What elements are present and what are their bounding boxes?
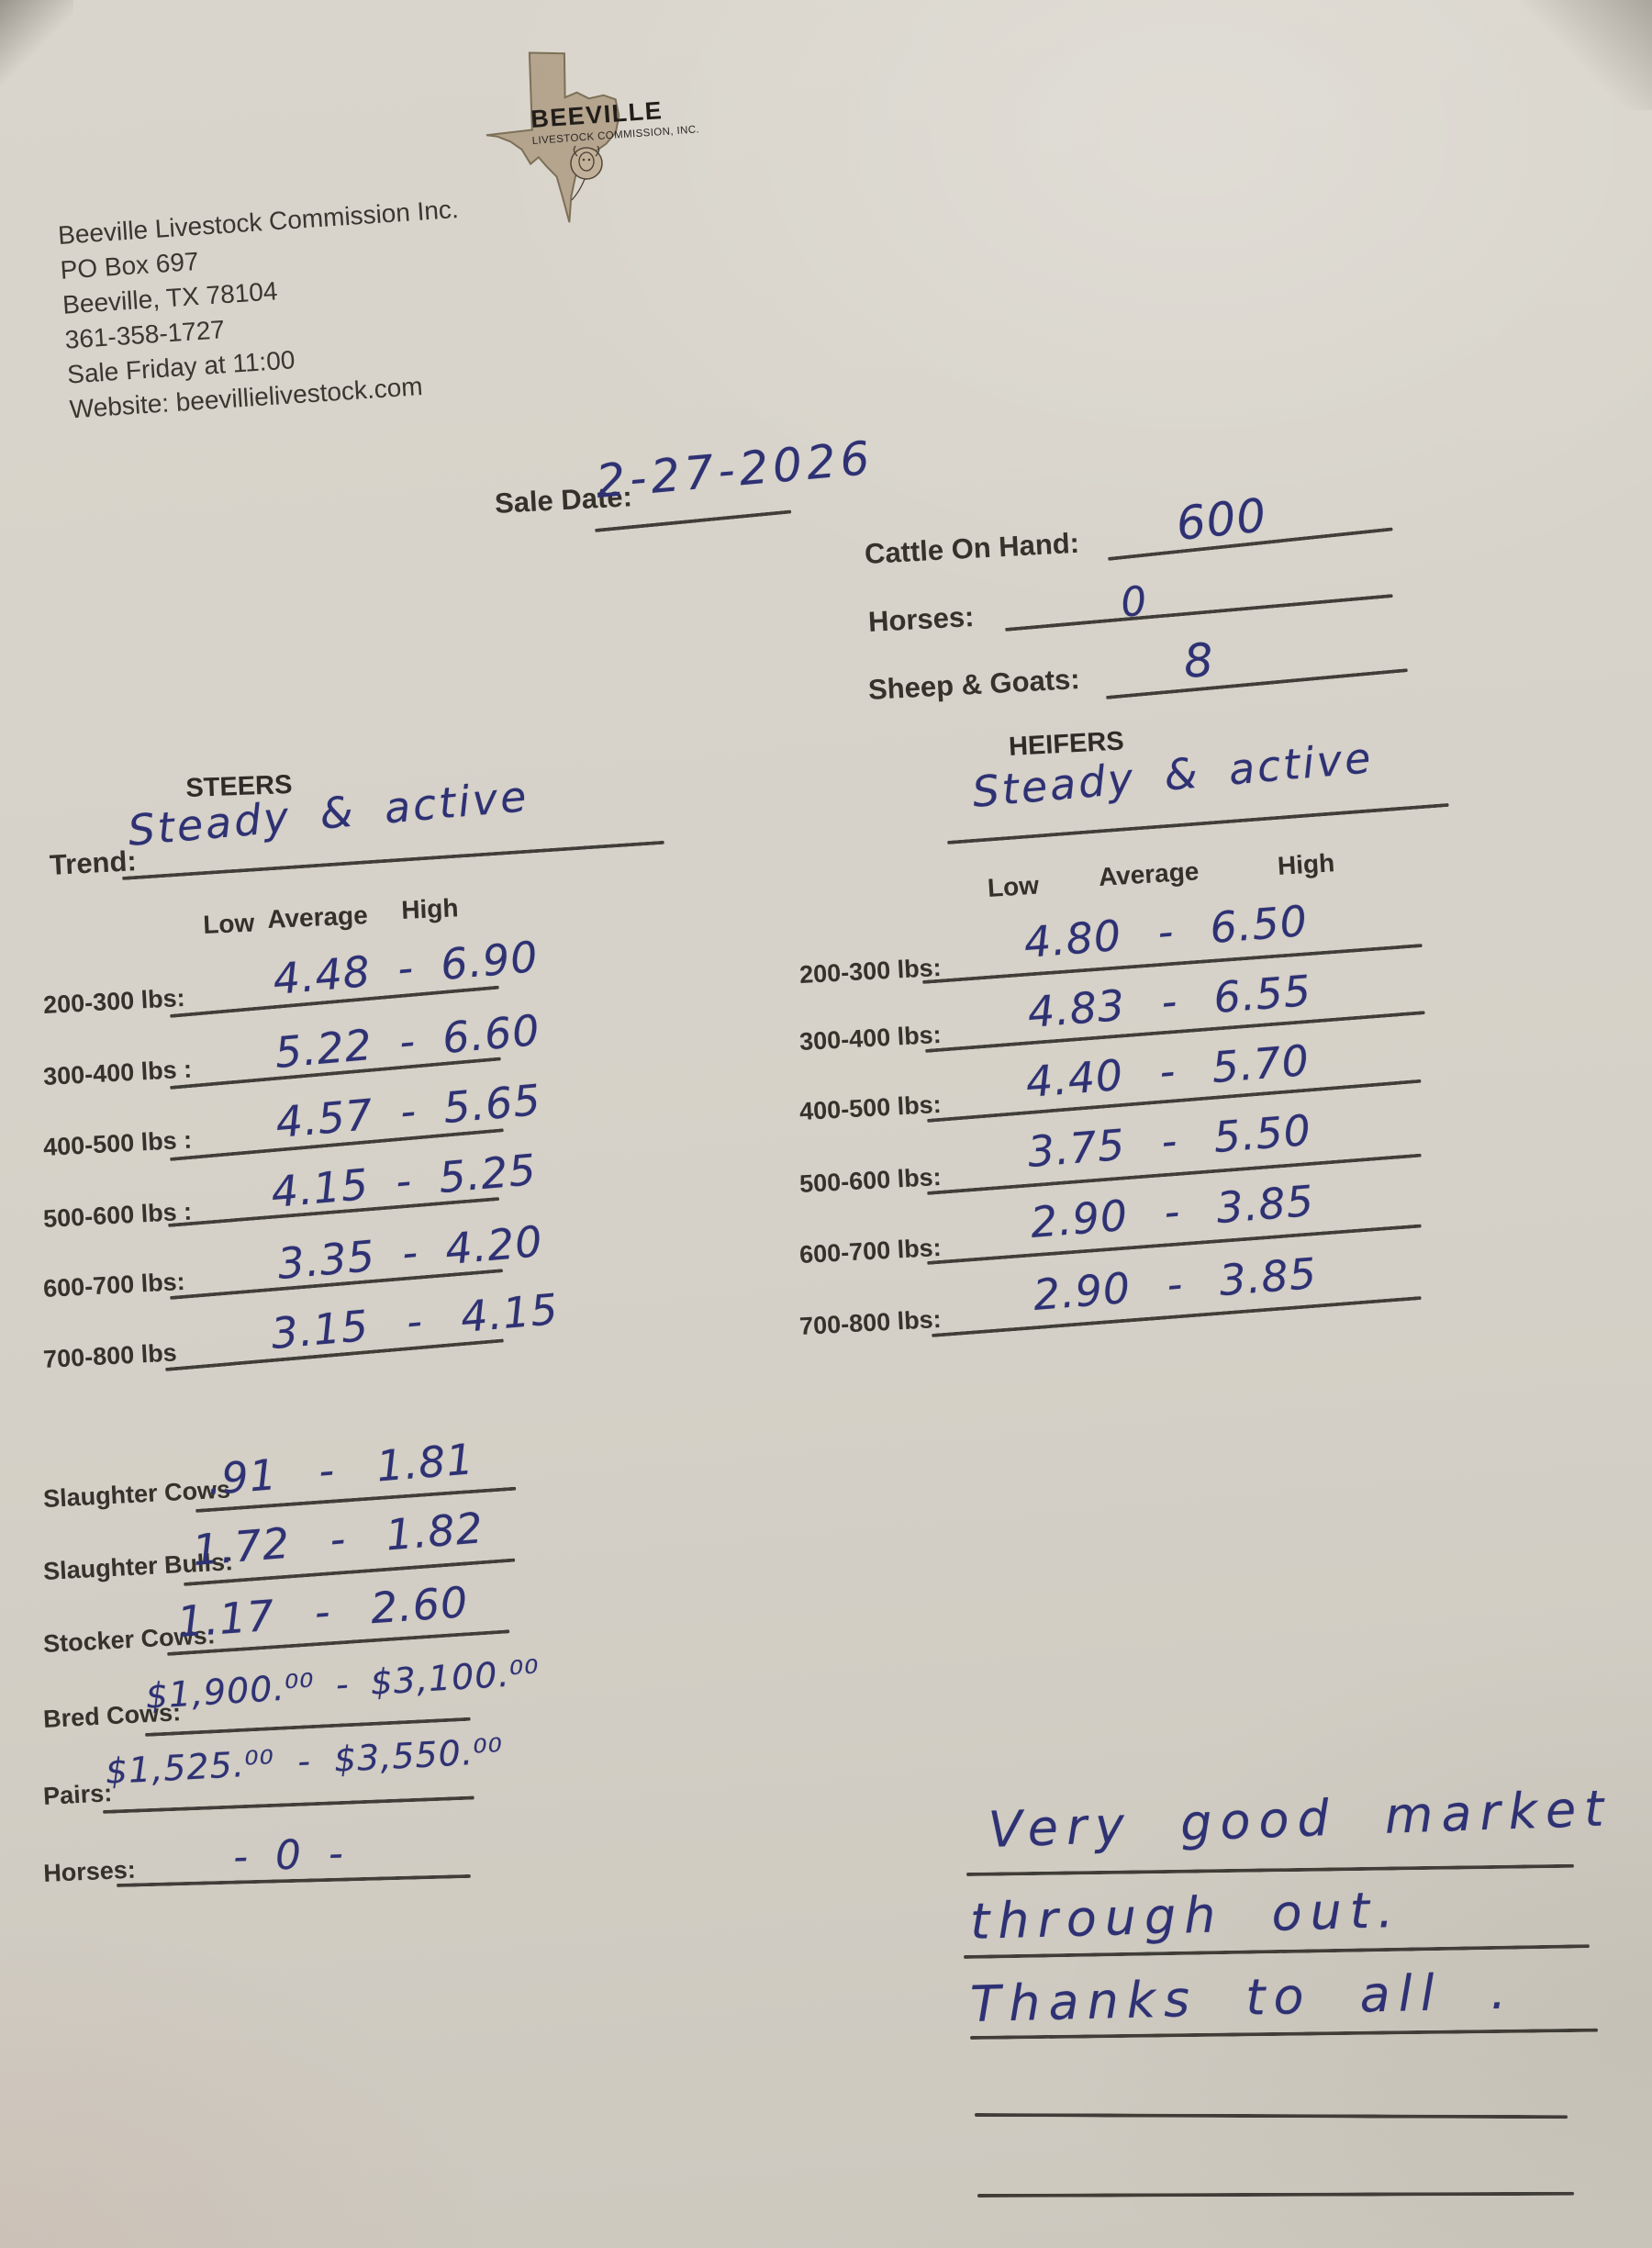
photo-shadow-top-left: [0, 0, 73, 87]
steers-col-high: High: [400, 893, 460, 925]
notes-line-1: Very good market: [987, 1779, 1613, 1859]
notes-line-3: Thanks to all .: [969, 1962, 1515, 2033]
heifers-col-average: Average: [1098, 856, 1200, 892]
pairs-value: $1,525.⁰⁰ - $3,550.⁰⁰: [104, 1730, 505, 1792]
steers-row-label: 500-600 lbs :: [42, 1197, 193, 1234]
horses-on-hand-line: [1005, 594, 1393, 632]
steers-row-label: 700-800 lbs: [42, 1338, 178, 1374]
heifers-row-label: 400-500 lbs:: [798, 1090, 943, 1126]
heifers-row-value: 4.83 - 6.55: [1025, 965, 1313, 1037]
cattle-on-hand-value: 600: [1173, 488, 1269, 551]
cow-eye-left: [582, 158, 586, 162]
cattle-on-hand-label: Cattle On Hand:: [864, 526, 1080, 571]
letterhead: Beeville Livestock Commission Inc. PO Bo…: [57, 192, 471, 427]
steers-col-low: Low: [202, 908, 255, 940]
heifers-row-label: 200-300 lbs:: [798, 953, 943, 990]
horses-on-hand-value: 0: [1118, 577, 1150, 627]
emblem-flourish: [571, 178, 586, 201]
horses-sold-value: - 0 -: [232, 1829, 345, 1881]
sheep-goats-line: [1106, 668, 1409, 699]
texas-logo: BEEVILLE LIVESTOCK COMMISSION, INC.: [486, 51, 699, 223]
photo-shadow-top-right: [1496, 0, 1652, 110]
sheep-goats-value: 8: [1181, 632, 1216, 688]
heifers-col-low: Low: [987, 870, 1040, 903]
bred-cows-line: [145, 1717, 471, 1737]
steers-col-average: Average: [266, 900, 369, 934]
horses-on-hand-label: Horses:: [867, 600, 976, 639]
heifers-row-value: 4.40 - 5.70: [1023, 1035, 1312, 1107]
cow-eye-right: [587, 158, 591, 162]
heifers-row-label: 600-700 lbs:: [798, 1233, 943, 1269]
sheep-goats-label: Sheep & Goats:: [867, 662, 1081, 707]
steers-row-label: 200-300 lbs:: [42, 983, 186, 1020]
pairs-label: Pairs:: [42, 1779, 113, 1811]
cow-horns-icon: [573, 145, 600, 157]
texas-silhouette-shape: [486, 51, 620, 223]
notes-rule-1: [966, 1863, 1574, 1876]
notes-line-2: through out.: [969, 1880, 1402, 1951]
notes-rule-4-blank: [974, 2113, 1568, 2119]
heifers-row-label: 300-400 lbs:: [798, 1020, 943, 1057]
heifers-col-high: High: [1277, 848, 1336, 881]
pairs-line: [103, 1795, 474, 1814]
bred-cows-value: $1,900.⁰⁰ - $3,100.⁰⁰: [144, 1651, 541, 1717]
steers-row-label: 600-700 lbs:: [42, 1267, 186, 1303]
sale-date-value: 2-27-2026: [593, 431, 876, 509]
cattle-emblem-circle: [570, 147, 603, 180]
heifers-row-label: 500-600 lbs:: [798, 1162, 943, 1199]
notes-rule-5-blank: [977, 2191, 1575, 2198]
heifers-row-label: 700-800 lbs:: [798, 1304, 943, 1341]
cow-head-icon: [578, 151, 595, 172]
